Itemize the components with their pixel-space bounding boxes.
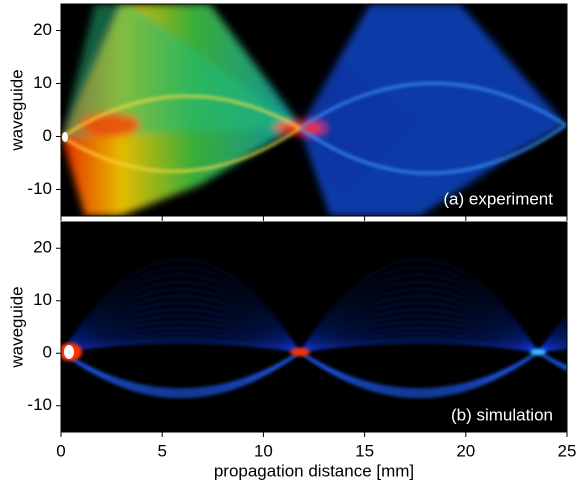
plot-frame: [60, 3, 568, 217]
y-tick-label: 0: [43, 126, 52, 145]
decor-arc: [299, 326, 539, 353]
decor-arc: [61, 301, 301, 353]
decor-arc: [299, 332, 539, 353]
decor-arc: [61, 350, 301, 391]
y-tick-label: 20: [33, 20, 52, 39]
decor-arc: [299, 273, 539, 353]
decor-arc: [299, 281, 539, 353]
decor-arc: [61, 332, 301, 353]
decor-arc: [61, 273, 301, 353]
y-tick-label: -10: [27, 395, 52, 414]
x-tick-label: 10: [254, 441, 273, 460]
decor-arc: [299, 301, 539, 353]
decor-arc: [61, 337, 301, 353]
decor-arc: [299, 258, 539, 353]
decor-arc: [61, 308, 301, 353]
decor-arc: [61, 281, 301, 353]
y-tick-label: 20: [33, 238, 52, 257]
decor-arc: [299, 350, 539, 391]
decor-arc: [61, 288, 301, 353]
decor-arc: [299, 266, 539, 353]
decor-arc: [299, 314, 539, 353]
panel-annotation: (a) experiment: [443, 189, 553, 208]
panel-annotation: (b) simulation: [451, 405, 553, 424]
decor-arc: [299, 341, 539, 353]
y-tick-label: 10: [33, 290, 52, 309]
decor-arc: [299, 321, 539, 353]
x-tick-label: 15: [355, 441, 374, 460]
y-tick-label: -10: [27, 179, 52, 198]
decor-arc: [61, 266, 301, 353]
decor-arc: [61, 341, 301, 353]
x-tick-label: 5: [157, 441, 166, 460]
decor-arc: [299, 288, 539, 353]
decor-arc: [299, 337, 539, 353]
y-tick-label: 0: [43, 343, 52, 362]
x-tick-label: 25: [558, 441, 577, 460]
decor-arc: [299, 308, 539, 353]
y-axis-label: waveguide: [7, 69, 26, 151]
x-tick-label: 0: [56, 441, 65, 460]
x-tick-label: 20: [456, 441, 475, 460]
decor-arc: [61, 326, 301, 353]
decor-arc: [61, 321, 301, 353]
heatmap-simulation: [61, 222, 567, 432]
x-axis-label: propagation distance [mm]: [214, 461, 414, 480]
heatmap-experiment: [61, 4, 567, 216]
plot-frame: [60, 221, 568, 433]
decor-arc: [61, 295, 301, 353]
y-tick-label: 10: [33, 73, 52, 92]
decor-arc: [61, 314, 301, 353]
decor-arc: [61, 258, 301, 353]
y-axis-label: waveguide: [7, 286, 26, 368]
decor-arc: [299, 295, 539, 353]
